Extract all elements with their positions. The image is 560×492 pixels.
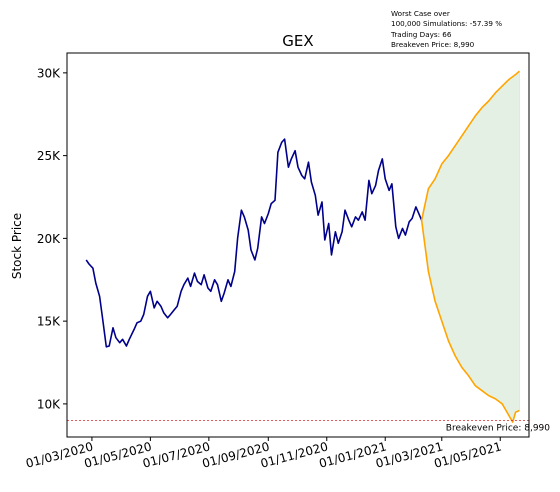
y-axis-label: Stock Price	[10, 213, 24, 279]
chart-title: GEX	[282, 32, 313, 50]
y-tick-label: 30K	[37, 66, 61, 80]
y-tick-label: 10K	[37, 397, 61, 411]
note-line-4: Breakeven Price: 8,990	[391, 40, 502, 50]
simulation-note: Worst Case over 100,000 Simulations: -57…	[391, 9, 502, 50]
breakeven-label: Breakeven Price: 8,990	[446, 424, 550, 434]
y-tick-label: 20K	[37, 232, 61, 246]
y-tick-label: 25K	[37, 149, 61, 163]
note-line-3: Trading Days: 66	[391, 30, 502, 40]
y-tick-label: 15K	[37, 315, 61, 329]
note-line-2: 100,000 Simulations: -57.39 %	[391, 19, 502, 29]
note-line-1: Worst Case over	[391, 9, 502, 19]
